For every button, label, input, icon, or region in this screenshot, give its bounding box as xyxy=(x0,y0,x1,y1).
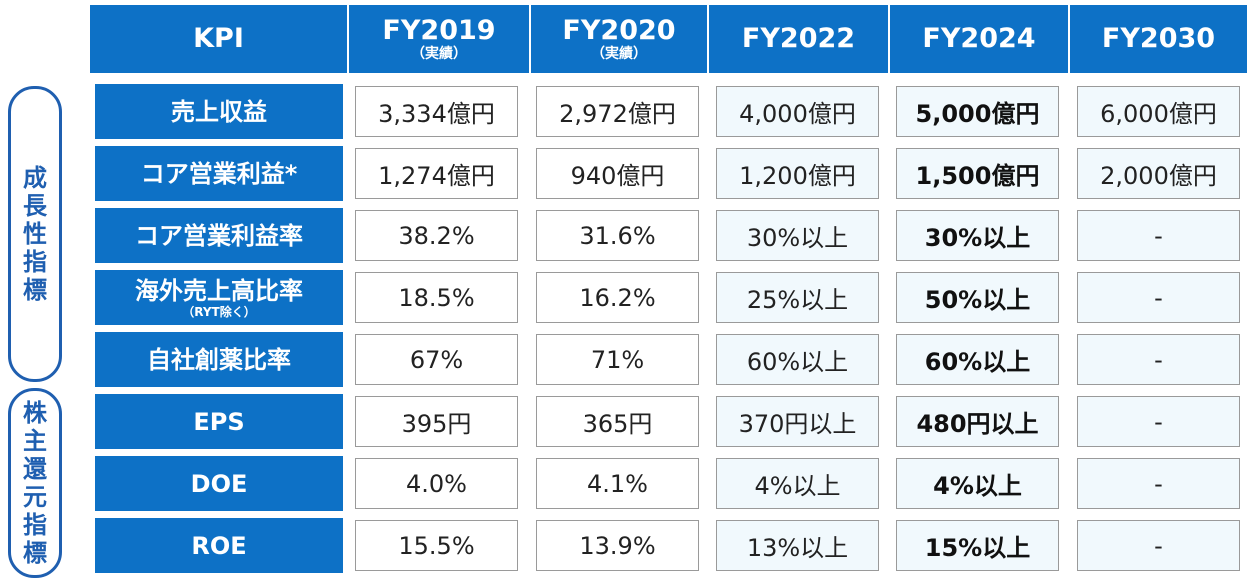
cell-core-op-profit-fy2019: 1,274億円 xyxy=(355,148,518,199)
header-kpi: KPI xyxy=(90,5,347,73)
cell-overseas-ratio-fy2020: 16.2% xyxy=(536,272,699,323)
row-label-overseas-sales-ratio: 海外売上高比率 （RYT除く） xyxy=(95,270,343,325)
cell-core-op-margin-fy2022: 30%以上 xyxy=(716,210,879,261)
cell-core-op-profit-fy2030: 2,000億円 xyxy=(1077,148,1240,199)
row-label-text: コア営業利益率 xyxy=(135,221,303,250)
group-shareholder-label: 株主還元指標 xyxy=(23,399,47,567)
header-fy2024-label: FY2024 xyxy=(922,23,1036,54)
row-label-text: 海外売上高比率 xyxy=(135,276,303,305)
cell-doe-fy2019: 4.0% xyxy=(355,458,518,509)
header-fy2030: FY2030 xyxy=(1070,5,1247,73)
cell-revenue-fy2020: 2,972億円 xyxy=(536,86,699,137)
cell-in-house-ratio-fy2024: 60%以上 xyxy=(896,334,1059,385)
row-label-core-op-margin: コア営業利益率 xyxy=(95,208,343,263)
cell-core-op-profit-fy2022: 1,200億円 xyxy=(716,148,879,199)
row-label-text: EPS xyxy=(193,407,245,436)
header-fy2019-sub: （実績） xyxy=(411,46,467,62)
cell-core-op-profit-fy2024: 1,500億円 xyxy=(896,148,1059,199)
cell-in-house-ratio-fy2019: 67% xyxy=(355,334,518,385)
header-kpi-label: KPI xyxy=(193,23,244,54)
row-label-roe: ROE xyxy=(95,518,343,573)
cell-in-house-ratio-fy2020: 71% xyxy=(536,334,699,385)
cell-roe-fy2020: 13.9% xyxy=(536,520,699,571)
cell-core-op-profit-fy2020: 940億円 xyxy=(536,148,699,199)
row-label-doe: DOE xyxy=(95,456,343,511)
cell-doe-fy2022: 4%以上 xyxy=(716,458,879,509)
group-shareholder-return-indicators: 株主還元指標 xyxy=(8,388,62,578)
cell-overseas-ratio-fy2022: 25%以上 xyxy=(716,272,879,323)
cell-revenue-fy2022: 4,000億円 xyxy=(716,86,879,137)
cell-revenue-fy2019: 3,334億円 xyxy=(355,86,518,137)
cell-eps-fy2030: - xyxy=(1077,396,1240,447)
cell-core-op-margin-fy2020: 31.6% xyxy=(536,210,699,261)
header-fy2020: FY2020 （実績） xyxy=(531,5,707,73)
header-fy2022: FY2022 xyxy=(709,5,888,73)
header-fy2020-label: FY2020 xyxy=(562,15,676,46)
row-label-text: コア営業利益* xyxy=(140,159,298,188)
cell-revenue-fy2024: 5,000億円 xyxy=(896,86,1059,137)
cell-overseas-ratio-fy2030: - xyxy=(1077,272,1240,323)
cell-revenue-fy2030: 6,000億円 xyxy=(1077,86,1240,137)
row-label-eps: EPS xyxy=(95,394,343,449)
cell-doe-fy2020: 4.1% xyxy=(536,458,699,509)
cell-roe-fy2019: 15.5% xyxy=(355,520,518,571)
cell-in-house-ratio-fy2030: - xyxy=(1077,334,1240,385)
cell-core-op-margin-fy2030: - xyxy=(1077,210,1240,261)
cell-doe-fy2030: - xyxy=(1077,458,1240,509)
cell-doe-fy2024: 4%以上 xyxy=(896,458,1059,509)
group-growth-indicators: 成長性指標 xyxy=(8,86,62,382)
cell-overseas-ratio-fy2024: 50%以上 xyxy=(896,272,1059,323)
header-fy2022-label: FY2022 xyxy=(741,23,856,54)
cell-roe-fy2024: 15%以上 xyxy=(896,520,1059,571)
row-label-core-operating-profit: コア営業利益* xyxy=(95,146,343,201)
header-fy2019-label: FY2019 xyxy=(382,15,496,46)
row-label-revenue: 売上収益 xyxy=(95,84,343,139)
group-growth-label: 成長性指標 xyxy=(23,164,47,304)
cell-eps-fy2024: 480円以上 xyxy=(896,396,1059,447)
cell-roe-fy2022: 13%以上 xyxy=(716,520,879,571)
row-label-text: 自社創薬比率 xyxy=(147,345,291,374)
cell-eps-fy2020: 365円 xyxy=(536,396,699,447)
header-fy2019: FY2019 （実績） xyxy=(349,5,529,73)
row-label-subtext: （RYT除く） xyxy=(182,304,256,319)
row-label-text: 売上収益 xyxy=(171,97,267,126)
cell-eps-fy2019: 395円 xyxy=(355,396,518,447)
cell-core-op-margin-fy2019: 38.2% xyxy=(355,210,518,261)
cell-eps-fy2022: 370円以上 xyxy=(716,396,879,447)
cell-in-house-ratio-fy2022: 60%以上 xyxy=(716,334,879,385)
row-label-text: ROE xyxy=(191,531,247,560)
header-fy2030-label: FY2030 xyxy=(1101,23,1216,54)
header-fy2024: FY2024 xyxy=(890,5,1068,73)
header-fy2020-sub: （実績） xyxy=(591,46,647,62)
cell-overseas-ratio-fy2019: 18.5% xyxy=(355,272,518,323)
cell-roe-fy2030: - xyxy=(1077,520,1240,571)
cell-core-op-margin-fy2024: 30%以上 xyxy=(896,210,1059,261)
row-label-in-house-discovery-ratio: 自社創薬比率 xyxy=(95,332,343,387)
row-label-text: DOE xyxy=(190,469,248,498)
